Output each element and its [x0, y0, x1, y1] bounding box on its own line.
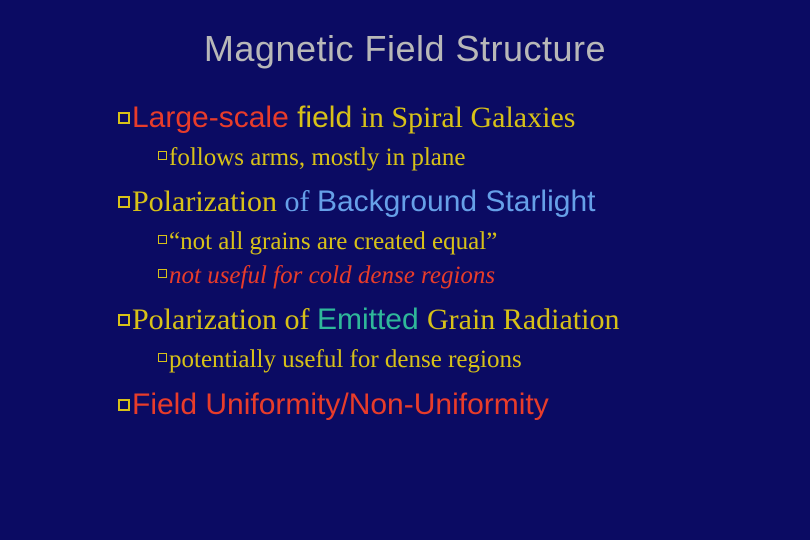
- text-run: Grain Radiation: [427, 303, 619, 336]
- text-run: in Spiral Galaxies: [360, 101, 575, 134]
- text-run: follows arms, mostly in plane: [169, 144, 466, 171]
- bullet-l1: Polarization of Background Starlight: [118, 182, 770, 223]
- bullet-l2-text: potentially useful for dense regions: [169, 343, 522, 377]
- text-run: Field Uniformity/Non-Uniformity: [132, 388, 549, 421]
- bullet-l2: follows arms, mostly in plane: [118, 141, 770, 175]
- text-run: potentially useful for dense regions: [169, 346, 522, 373]
- text-run: Large-scale: [132, 101, 289, 134]
- slide-body: Large-scale field in Spiral Galaxies fol…: [40, 98, 770, 425]
- square-bullet-icon: [158, 353, 167, 362]
- bullet-l1: Polarization of Emitted Grain Radiation: [118, 300, 770, 341]
- square-bullet-icon: [118, 399, 130, 411]
- slide-title: Magnetic Field Structure: [40, 28, 770, 70]
- bullet-l2: potentially useful for dense regions: [118, 343, 770, 377]
- text-run: Background Starlight: [317, 185, 596, 218]
- text-run: not useful for cold dense regions: [169, 262, 495, 289]
- text-run: “not all grains are created equal”: [169, 228, 497, 255]
- text-run: field: [289, 101, 361, 134]
- square-bullet-icon: [158, 235, 167, 244]
- text-run: Polarization of: [132, 303, 317, 336]
- bullet-l1-text: Field Uniformity/Non-Uniformity: [132, 385, 549, 426]
- bullet-l1-text: Polarization of Emitted Grain Radiation: [132, 300, 619, 341]
- text-run: Emitted: [317, 303, 427, 336]
- bullet-l2: not useful for cold dense regions: [118, 259, 770, 293]
- square-bullet-icon: [158, 269, 167, 278]
- bullet-l1: Large-scale field in Spiral Galaxies: [118, 98, 770, 139]
- square-bullet-icon: [158, 151, 167, 160]
- square-bullet-icon: [118, 196, 130, 208]
- square-bullet-icon: [118, 112, 130, 124]
- bullet-l1-text: Large-scale field in Spiral Galaxies: [132, 98, 575, 139]
- bullet-l2-text: not useful for cold dense regions: [169, 259, 495, 293]
- text-run: Polarization: [132, 185, 284, 218]
- bullet-l2-text: “not all grains are created equal”: [169, 225, 497, 259]
- bullet-l1: Field Uniformity/Non-Uniformity: [118, 385, 770, 426]
- square-bullet-icon: [118, 314, 130, 326]
- bullet-l2-text: follows arms, mostly in plane: [169, 141, 466, 175]
- slide: Magnetic Field Structure Large-scale fie…: [0, 0, 810, 540]
- bullet-l1-text: Polarization of Background Starlight: [132, 182, 595, 223]
- bullet-l2: “not all grains are created equal”: [118, 225, 770, 259]
- text-run: of: [284, 185, 317, 218]
